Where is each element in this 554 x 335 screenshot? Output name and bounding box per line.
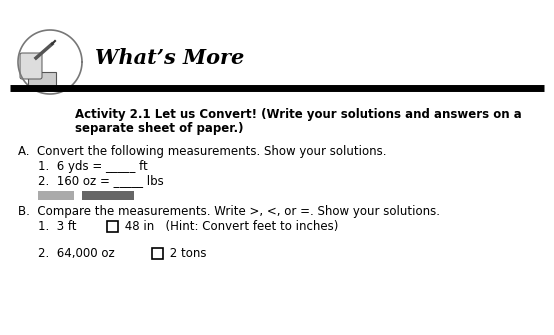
Text: Activity 2.1 Let us Convert! (Write your solutions and answers on a: Activity 2.1 Let us Convert! (Write your…: [75, 108, 522, 121]
FancyBboxPatch shape: [152, 248, 163, 259]
Text: 2.  160 oz = _____ lbs: 2. 160 oz = _____ lbs: [38, 174, 164, 187]
Text: 48 in   (Hint: Convert feet to inches): 48 in (Hint: Convert feet to inches): [121, 220, 338, 233]
Text: 1.  6 yds = _____ ft: 1. 6 yds = _____ ft: [38, 160, 148, 173]
Text: What’s More: What’s More: [95, 48, 244, 68]
FancyBboxPatch shape: [107, 221, 118, 232]
Text: B.  Compare the measurements. Write >, <, or =. Show your solutions.: B. Compare the measurements. Write >, <,…: [18, 205, 440, 218]
Text: 2.  64,000 oz: 2. 64,000 oz: [38, 247, 119, 260]
Text: A.  Convert the following measurements. Show your solutions.: A. Convert the following measurements. S…: [18, 145, 387, 158]
Text: separate sheet of paper.): separate sheet of paper.): [75, 122, 244, 135]
Text: 2 tons: 2 tons: [166, 247, 207, 260]
FancyBboxPatch shape: [28, 72, 56, 86]
Text: 1.  3 ft: 1. 3 ft: [38, 220, 80, 233]
FancyBboxPatch shape: [82, 191, 134, 200]
FancyBboxPatch shape: [20, 53, 42, 79]
FancyBboxPatch shape: [38, 191, 74, 200]
